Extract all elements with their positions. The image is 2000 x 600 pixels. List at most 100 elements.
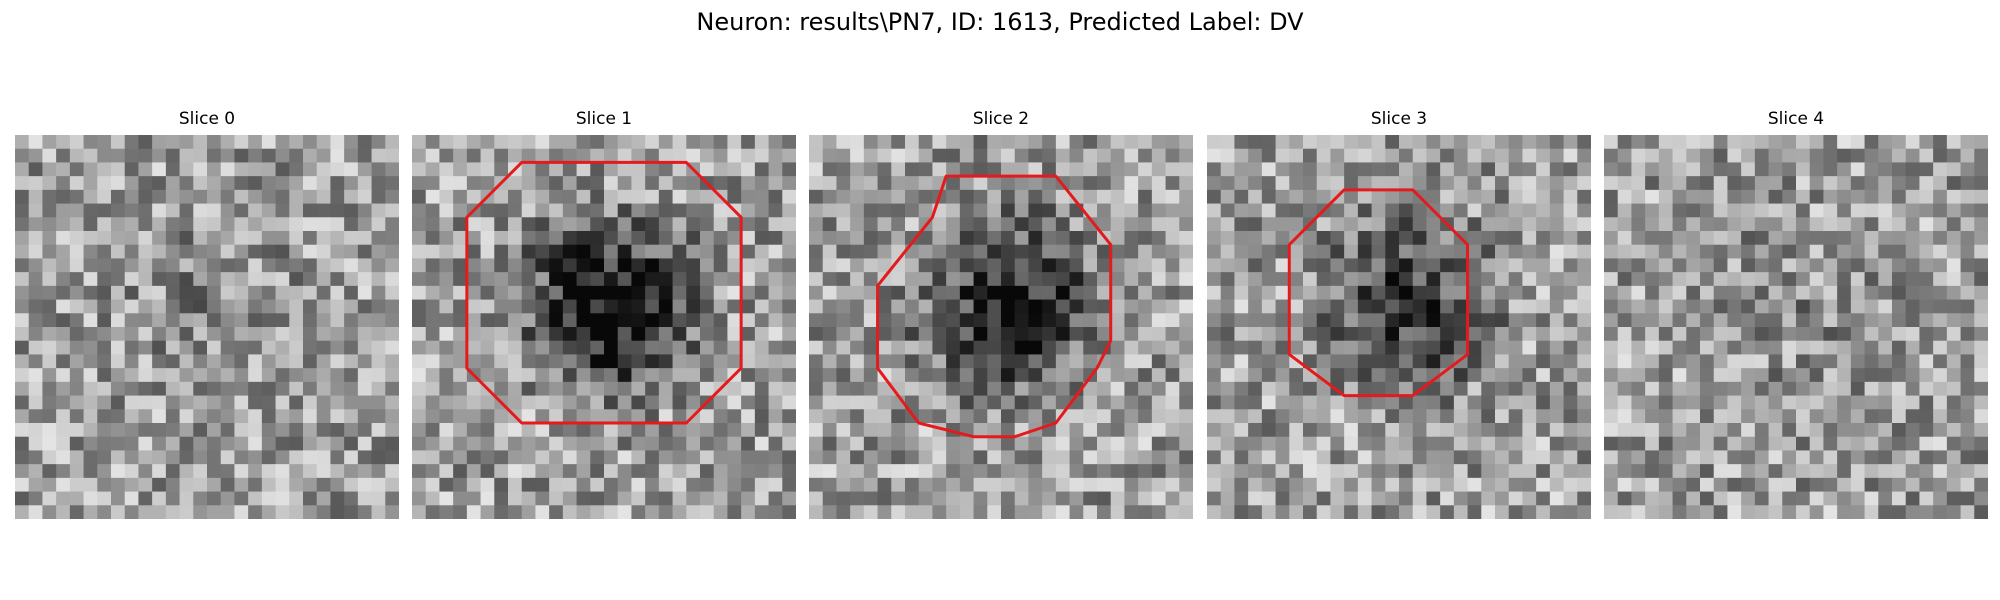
pixel — [179, 176, 194, 191]
pixel — [1645, 162, 1660, 177]
pixel — [1097, 327, 1112, 342]
pixel — [1672, 450, 1687, 465]
pixel — [1426, 327, 1441, 342]
pixel — [576, 217, 591, 232]
pixel — [1850, 258, 1866, 273]
pixel — [877, 176, 892, 191]
pixel — [562, 244, 578, 259]
pixel — [1713, 231, 1728, 246]
pixel — [165, 217, 181, 232]
pixel — [1069, 368, 1084, 383]
pixel — [576, 162, 591, 177]
pixel — [275, 340, 290, 355]
pixel — [15, 354, 30, 369]
pixel — [946, 217, 961, 232]
pixel — [1960, 464, 1975, 479]
pixel — [480, 162, 495, 177]
pixel — [1919, 285, 1934, 301]
pixel — [1604, 162, 1619, 177]
pixel — [1453, 272, 1469, 287]
pixel — [330, 217, 345, 232]
pixel — [1097, 477, 1112, 493]
pixel — [1796, 162, 1811, 177]
pixel — [741, 135, 756, 150]
pixel — [1357, 313, 1373, 328]
pixel — [562, 162, 578, 177]
pixel — [1440, 285, 1455, 301]
pixel — [357, 176, 373, 191]
pixel — [1522, 148, 1537, 163]
pixel — [1768, 272, 1783, 287]
pixel — [1110, 135, 1125, 150]
pixel — [1097, 258, 1112, 273]
pixel — [1316, 423, 1331, 438]
pixel — [1001, 203, 1016, 218]
pixel — [905, 327, 920, 342]
pixel — [1905, 450, 1920, 465]
pixel — [1768, 258, 1783, 273]
pixel — [1371, 231, 1386, 246]
pixel — [1179, 135, 1193, 150]
pixel — [1138, 272, 1153, 287]
pixel — [316, 381, 331, 397]
pixel — [1672, 477, 1687, 493]
pixel — [1220, 340, 1235, 355]
pixel — [1055, 162, 1071, 177]
pixel — [1179, 505, 1193, 519]
pixel — [1549, 477, 1565, 493]
pixel — [207, 477, 222, 493]
pixel — [822, 189, 837, 205]
pixel — [741, 381, 756, 397]
pixel — [562, 436, 578, 451]
pixel — [1700, 189, 1715, 205]
pixel — [754, 505, 770, 519]
pixel — [1275, 272, 1290, 287]
pixel — [1371, 381, 1386, 397]
pixel — [344, 450, 359, 465]
pixel — [1330, 327, 1345, 342]
pixel — [1563, 368, 1578, 383]
pixel — [303, 231, 318, 246]
pixel — [344, 395, 359, 410]
pixel — [1837, 244, 1852, 259]
pixel — [1028, 464, 1043, 479]
pixel — [658, 231, 674, 246]
pixel — [850, 395, 865, 410]
pixel — [905, 162, 920, 177]
pixel — [535, 272, 550, 287]
pixel — [193, 368, 208, 383]
pixel — [480, 327, 495, 342]
pixel — [1604, 135, 1619, 150]
pixel — [877, 299, 892, 314]
pixel — [1892, 340, 1907, 355]
pixel — [494, 203, 509, 218]
pixel — [1124, 491, 1139, 506]
pixel — [686, 244, 701, 259]
pixel — [1234, 395, 1249, 410]
pixel — [576, 395, 591, 410]
pixel — [1001, 189, 1016, 205]
pixel — [604, 203, 619, 218]
pixel — [1796, 135, 1811, 150]
pixel — [686, 272, 701, 287]
pixel — [289, 258, 304, 273]
pixel — [1316, 258, 1331, 273]
pixel — [1042, 327, 1057, 342]
pixel — [645, 409, 660, 424]
pixel — [453, 395, 468, 410]
pixel — [549, 327, 564, 342]
pixel — [275, 203, 290, 218]
pixel — [1248, 176, 1263, 191]
pixel — [1357, 231, 1373, 246]
pixel — [1960, 505, 1975, 519]
pixel — [959, 436, 975, 451]
pixel — [1850, 505, 1866, 519]
pixel — [1481, 258, 1496, 273]
pixel — [1946, 354, 1962, 369]
pixel — [987, 354, 1002, 369]
pixel — [1563, 354, 1578, 369]
pixel — [1658, 258, 1674, 273]
pixel — [959, 450, 975, 465]
pixel — [248, 450, 263, 465]
pixel — [617, 368, 632, 383]
